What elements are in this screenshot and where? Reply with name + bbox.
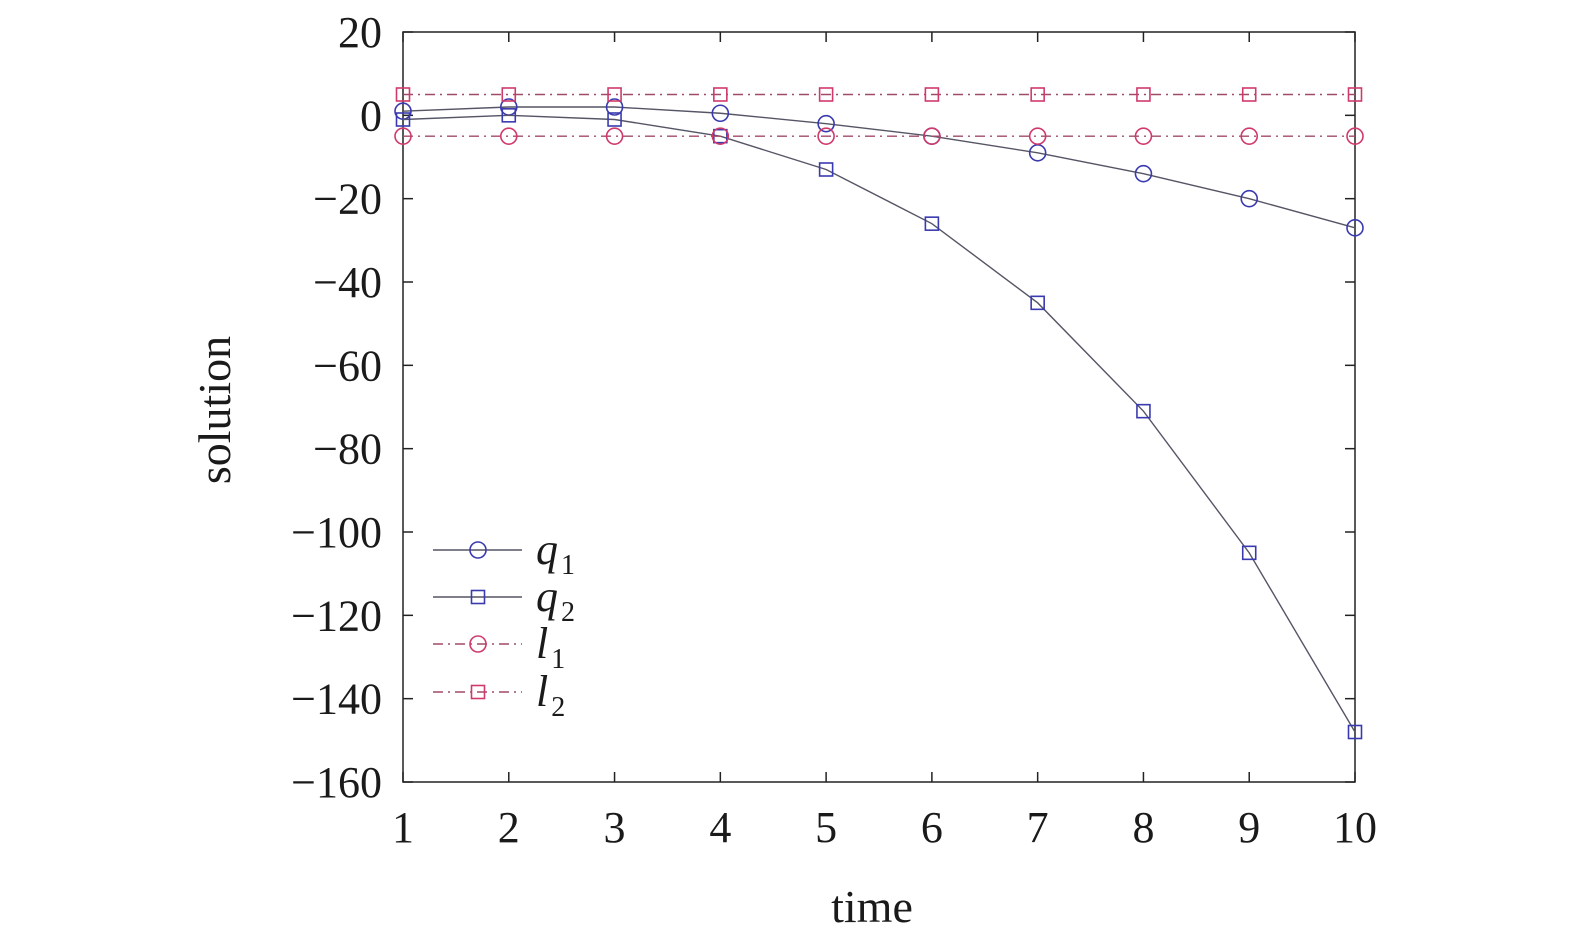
- series-l2: [395, 87, 1363, 102]
- series-q1: [394, 98, 1364, 237]
- data-point: [924, 216, 940, 231]
- data-point: [605, 127, 624, 145]
- data-point: [395, 87, 411, 102]
- data-point: [1030, 87, 1045, 102]
- data-point: [499, 127, 518, 145]
- x-tick-label: 3: [604, 803, 626, 852]
- legend-marker: [470, 589, 486, 605]
- data-point: [817, 114, 835, 133]
- y-tick-label: 0: [360, 91, 382, 140]
- x-tick-label: 9: [1238, 803, 1260, 852]
- x-tick-label: 1: [392, 803, 414, 852]
- data-point: [607, 112, 622, 127]
- data-point: [1241, 87, 1257, 102]
- data-point: [1134, 127, 1153, 145]
- x-axis-ticks: 1 2 3 4 5 6 7 8 9 10: [392, 32, 1377, 852]
- data-point: [1346, 219, 1364, 237]
- legend-marker: [469, 541, 487, 559]
- data-point: [1240, 189, 1259, 208]
- y-tick-label: 20: [338, 8, 382, 57]
- data-point: [711, 104, 730, 123]
- y-tick-label: −160: [291, 758, 382, 807]
- data-point: [501, 108, 517, 123]
- legend-marker: [470, 684, 486, 700]
- y-tick-label: −120: [291, 591, 382, 640]
- data-point: [711, 127, 730, 145]
- x-tick-label: 6: [921, 803, 943, 852]
- data-point: [1136, 87, 1151, 102]
- data-point: [713, 87, 728, 102]
- x-tick-label: 10: [1333, 803, 1377, 852]
- x-tick-label: 8: [1132, 803, 1154, 852]
- series-l1: [394, 127, 1364, 145]
- x-tick-label: 4: [709, 803, 731, 852]
- x-tick-label: 7: [1027, 803, 1049, 852]
- legend: q 1q 2l 1l 2: [433, 525, 575, 723]
- y-tick-label: −60: [313, 341, 382, 390]
- y-tick-label: −40: [313, 258, 382, 307]
- data-point: [817, 127, 835, 145]
- data-point: [1346, 127, 1364, 145]
- data-point: [923, 127, 941, 145]
- legend-marker: [469, 635, 487, 653]
- data-point: [501, 87, 517, 102]
- data-point: [395, 112, 411, 127]
- data-point: [1240, 127, 1259, 145]
- data-point: [1028, 127, 1047, 145]
- data-point: [1347, 87, 1363, 102]
- data-point: [1030, 295, 1045, 311]
- y-tick-label: −140: [291, 675, 382, 724]
- data-point: [924, 87, 940, 102]
- x-tick-label: 5: [815, 803, 837, 852]
- data-point: [607, 87, 622, 102]
- data-point: [1347, 724, 1363, 740]
- x-axis-title: time: [831, 881, 913, 932]
- data-point: [818, 87, 834, 102]
- data-point: [605, 98, 624, 116]
- data-point: [818, 162, 834, 177]
- series-line: [402, 114, 1356, 733]
- plot-frame: [402, 31, 1356, 783]
- series-group: [394, 87, 1364, 740]
- y-axis-ticks: 20 0 −20 −40 −60 −80 −100 −120 −140 −160: [291, 8, 1355, 807]
- data-point: [1241, 545, 1257, 561]
- data-point: [1136, 403, 1151, 419]
- y-axis-title: solution: [189, 336, 240, 484]
- series-line: [402, 106, 1356, 229]
- y-tick-label: −80: [313, 425, 382, 474]
- data-point: [394, 127, 412, 145]
- y-tick-label: −20: [313, 175, 382, 224]
- x-tick-label: 2: [498, 803, 520, 852]
- y-tick-label: −100: [291, 508, 382, 557]
- data-point: [1134, 164, 1153, 183]
